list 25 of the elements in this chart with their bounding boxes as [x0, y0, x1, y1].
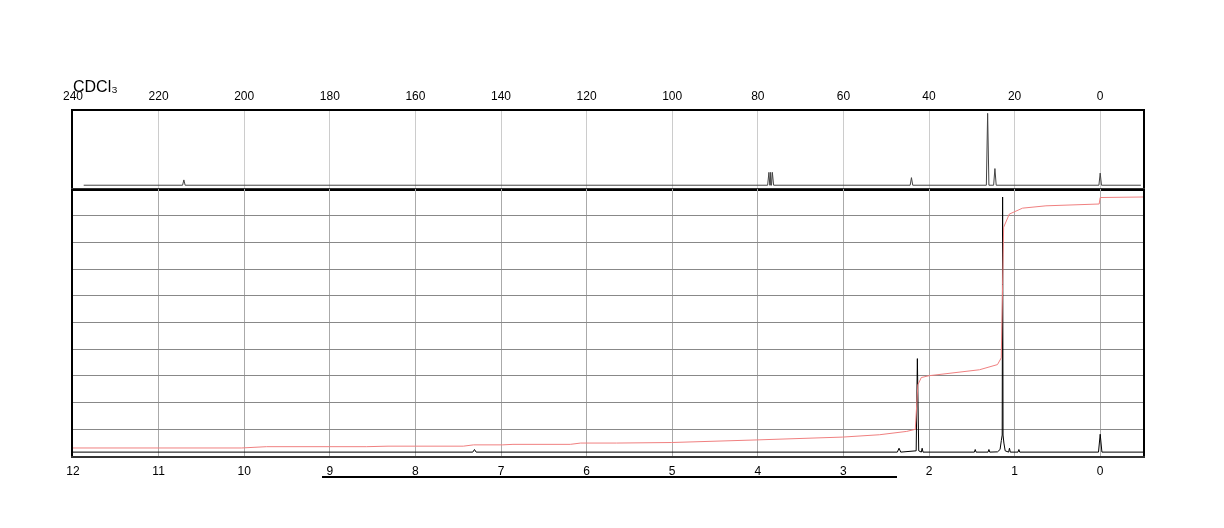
- x-tick-label: 10: [237, 464, 252, 479]
- x-tick-label: 200: [234, 89, 255, 104]
- x-tick-label: 3: [840, 464, 848, 479]
- x-tick-label: 0: [1096, 89, 1104, 104]
- x-tick-label: 140: [490, 89, 512, 104]
- x-tick-label: 5: [668, 464, 676, 479]
- x-tick-label: 120: [576, 89, 597, 104]
- x-tick-label: 80: [751, 89, 765, 104]
- x-tick-label: 180: [319, 89, 341, 104]
- x-tick-label: 12: [66, 464, 80, 479]
- x-tick-label: 2: [925, 464, 933, 479]
- x-tick-label: 4: [754, 464, 762, 479]
- x-tick-label: 60: [836, 89, 851, 104]
- x-tick-label: 8: [412, 464, 420, 479]
- x-tick-label: 40: [922, 89, 936, 104]
- x-tick-label: 7: [497, 464, 505, 479]
- x-tick-label: 220: [148, 89, 169, 104]
- x-tick-label: 6: [583, 464, 591, 479]
- x-tick-label: 11: [152, 464, 166, 479]
- x-tick-label: 0: [1096, 464, 1104, 479]
- x-tick-label: 1: [1011, 464, 1019, 479]
- x-tick-label: 100: [662, 89, 683, 104]
- x-tick-label: 20: [1007, 89, 1022, 104]
- x-tick-label: 9: [326, 464, 334, 479]
- x-tick-label: 160: [405, 89, 426, 104]
